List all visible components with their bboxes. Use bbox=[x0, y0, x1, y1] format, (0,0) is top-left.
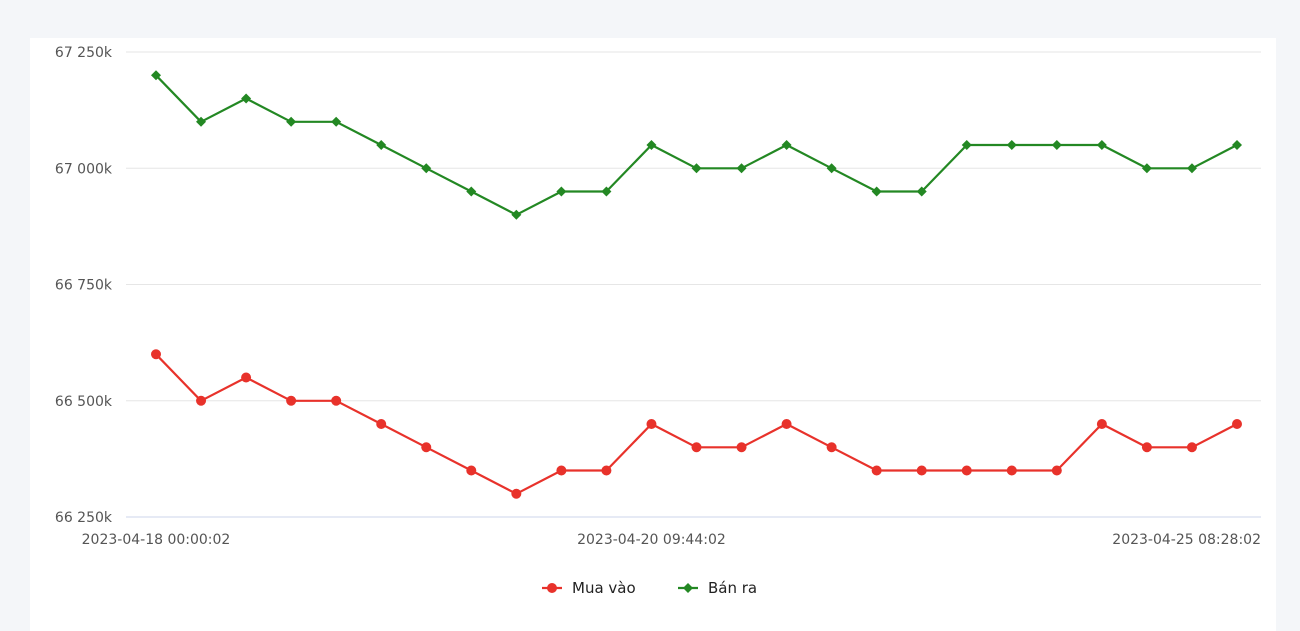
data-point[interactable] bbox=[376, 140, 387, 150]
series-line bbox=[155, 353, 1238, 495]
data-point[interactable] bbox=[1051, 465, 1062, 476]
legend-diamond-icon bbox=[683, 583, 693, 593]
x-tick-label: 2023-04-20 09:44:02 bbox=[577, 532, 726, 548]
data-point[interactable] bbox=[826, 442, 837, 453]
data-point[interactable] bbox=[421, 163, 432, 174]
y-tick-label: 66 500k bbox=[55, 394, 113, 410]
y-tick-label: 66 250k bbox=[55, 510, 113, 526]
data-point[interactable] bbox=[916, 186, 927, 197]
data-point[interactable] bbox=[646, 140, 657, 150]
data-point[interactable] bbox=[1232, 419, 1242, 429]
data-point[interactable] bbox=[511, 488, 522, 499]
data-point[interactable] bbox=[646, 419, 657, 429]
data-point[interactable] bbox=[1186, 442, 1197, 453]
series-line bbox=[155, 74, 1238, 216]
data-point[interactable] bbox=[556, 186, 567, 197]
data-point[interactable] bbox=[1186, 163, 1197, 174]
data-point[interactable] bbox=[331, 395, 342, 406]
legend-label: Mua vào bbox=[572, 579, 636, 597]
legend-label: Bán ra bbox=[708, 579, 757, 597]
y-tick-label: 67 250k bbox=[55, 45, 113, 61]
legend: Mua vào Bán ra bbox=[542, 579, 757, 597]
data-point[interactable] bbox=[1051, 140, 1062, 150]
data-point[interactable] bbox=[871, 186, 882, 197]
x-axis-ticks: 2023-04-18 00:00:02 2023-04-20 09:44:02 20… bbox=[82, 532, 1261, 548]
data-point[interactable] bbox=[241, 372, 252, 383]
data-point[interactable] bbox=[376, 419, 387, 429]
data-point[interactable] bbox=[1006, 140, 1017, 150]
y-axis-ticks: 66 250k 66 500k 66 750k 67 000k 67 250k bbox=[55, 45, 113, 526]
data-point[interactable] bbox=[961, 465, 972, 476]
data-point[interactable] bbox=[511, 209, 522, 220]
data-point[interactable] bbox=[781, 140, 792, 150]
data-point[interactable] bbox=[601, 186, 612, 197]
data-point[interactable] bbox=[1141, 442, 1152, 453]
data-point[interactable] bbox=[601, 465, 612, 476]
legend-circle-icon bbox=[547, 583, 557, 593]
data-point[interactable] bbox=[871, 465, 882, 476]
data-point[interactable] bbox=[1232, 140, 1242, 150]
data-point[interactable] bbox=[1096, 140, 1107, 150]
line-chart: 66 250k 66 500k 66 750k 67 000k 67 250k 2023… bbox=[55, 45, 1261, 597]
data-point[interactable] bbox=[241, 93, 252, 104]
data-point[interactable] bbox=[736, 442, 747, 453]
y-tick-label: 66 750k bbox=[55, 278, 113, 294]
data-point[interactable] bbox=[286, 116, 297, 127]
data-point[interactable] bbox=[466, 465, 477, 476]
y-tick-label: 67 000k bbox=[55, 161, 113, 177]
x-tick-label: 2023-04-18 00:00:02 bbox=[82, 532, 231, 548]
data-point[interactable] bbox=[286, 395, 297, 406]
data-point[interactable] bbox=[151, 349, 161, 360]
data-point[interactable] bbox=[466, 186, 477, 197]
data-point[interactable] bbox=[421, 442, 432, 453]
data-point[interactable] bbox=[196, 395, 207, 406]
chart-card: 66 250k 66 500k 66 750k 67 000k 67 250k 2023… bbox=[30, 38, 1276, 631]
legend-item-mua-vao[interactable]: Mua vào bbox=[542, 579, 636, 597]
data-point[interactable] bbox=[556, 465, 567, 476]
data-point[interactable] bbox=[961, 140, 972, 150]
series-group bbox=[151, 70, 1242, 499]
legend-item-ban-ra[interactable]: Bán ra bbox=[678, 579, 757, 597]
data-point[interactable] bbox=[916, 465, 927, 476]
series-ban-ra bbox=[151, 70, 1242, 220]
data-point[interactable] bbox=[781, 419, 792, 429]
data-point[interactable] bbox=[151, 70, 161, 81]
data-point[interactable] bbox=[691, 163, 702, 174]
data-point[interactable] bbox=[196, 116, 207, 127]
data-point[interactable] bbox=[736, 163, 747, 174]
x-tick-label: 2023-04-25 08:28:02 bbox=[1112, 532, 1261, 548]
data-point[interactable] bbox=[1141, 163, 1152, 174]
data-point[interactable] bbox=[826, 163, 837, 174]
series-mua-vao bbox=[151, 349, 1242, 499]
data-point[interactable] bbox=[331, 116, 342, 127]
data-point[interactable] bbox=[691, 442, 702, 453]
data-point[interactable] bbox=[1006, 465, 1017, 476]
data-point[interactable] bbox=[1096, 419, 1107, 429]
